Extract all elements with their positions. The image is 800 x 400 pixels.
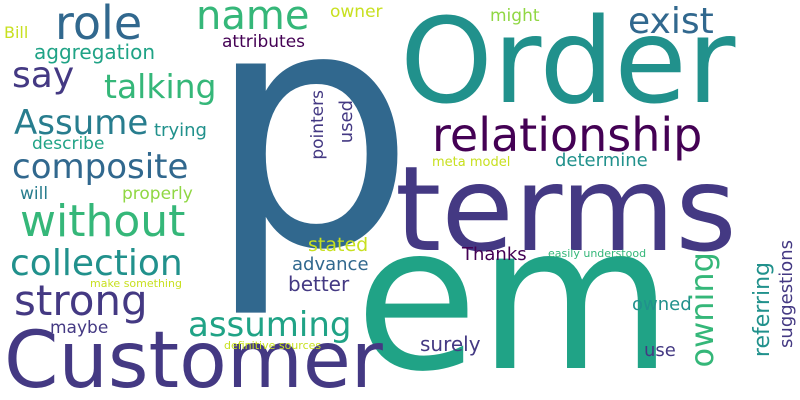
word-easily-understood: easily understood — [548, 247, 647, 260]
word-stated: stated — [308, 234, 369, 256]
word-collection: collection — [10, 243, 183, 284]
word-role: role — [55, 0, 143, 50]
word-assume: Assume — [14, 103, 149, 143]
word-referring: referring — [750, 262, 775, 358]
word-attributes: attributes — [222, 32, 306, 52]
word-suggestions: suggestions — [776, 240, 797, 348]
word-used: used — [336, 100, 357, 144]
word-meta-model: meta model — [432, 155, 511, 170]
word-name: name — [196, 0, 310, 39]
word-assuming: assuming — [188, 305, 352, 345]
word-owned: owned — [632, 294, 692, 315]
word-pointers: pointers — [308, 90, 328, 160]
word-make-something: make something — [90, 277, 182, 290]
word-owner: owner — [330, 2, 383, 22]
word-composite: composite — [12, 147, 189, 187]
word-em: em — [355, 183, 673, 400]
word-better: better — [288, 272, 350, 296]
word-p: p — [206, 0, 416, 322]
word-trying: trying — [154, 120, 207, 141]
word-exist: exist — [628, 1, 714, 42]
word-properly: properly — [122, 184, 193, 204]
word-advance: advance — [292, 254, 369, 275]
word-terms: terms — [395, 140, 737, 278]
word-definitive-sources: definitive sources — [224, 339, 322, 352]
word-will: will — [20, 184, 49, 204]
word-say: say — [12, 55, 75, 96]
word-determine: determine — [555, 150, 648, 171]
word-order: Order — [400, 0, 736, 130]
word-surely: surely — [420, 332, 481, 356]
word-describe: describe — [32, 134, 105, 154]
word-talking: talking — [104, 67, 217, 106]
word-strong: strong — [14, 276, 148, 325]
word-aggregation: aggregation — [34, 40, 155, 64]
word-might: might — [490, 6, 540, 26]
word-maybe: maybe — [50, 318, 109, 338]
word-bill: Bill — [4, 23, 29, 42]
word-without: without — [20, 196, 186, 247]
word-relationship: relationship — [432, 108, 703, 162]
word-customer: Customer — [4, 316, 383, 400]
word-use: use — [644, 340, 676, 361]
word-thanks: Thanks — [462, 244, 527, 265]
